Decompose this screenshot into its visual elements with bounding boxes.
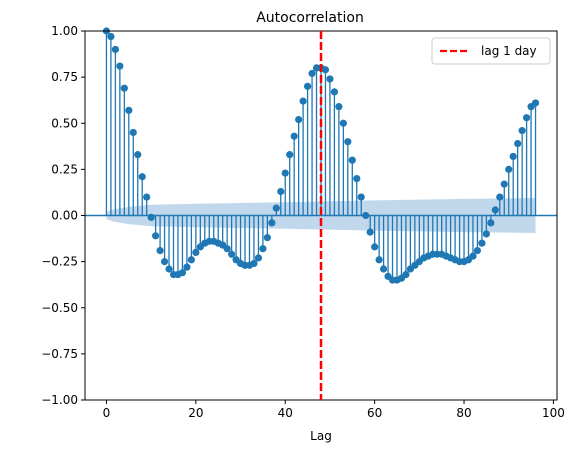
acf-point: [518, 127, 526, 135]
x-tick-label: 40: [278, 406, 293, 420]
acf-point: [286, 151, 294, 159]
acf-point: [160, 258, 169, 266]
acf-point: [505, 165, 513, 173]
acf-point: [165, 265, 173, 273]
stem-layer: [85, 27, 557, 284]
acf-point: [138, 173, 146, 181]
acf-point: [143, 193, 151, 201]
acf-point: [228, 250, 236, 258]
acf-point: [107, 32, 115, 41]
acf-point: [290, 132, 298, 140]
acf-point: [478, 239, 486, 247]
y-tick-label: 0.50: [51, 116, 78, 130]
acf-point: [152, 232, 160, 240]
acf-point: [187, 256, 195, 264]
acf-point: [308, 69, 316, 78]
y-tick-label: −1.00: [41, 393, 78, 407]
acf-point: [379, 265, 388, 273]
x-tick-label: 80: [456, 406, 471, 420]
acf-point: [496, 193, 504, 201]
y-tick-label: 1.00: [51, 24, 78, 38]
acf-point: [263, 234, 271, 242]
acf-point: [487, 219, 495, 227]
acf-point: [192, 248, 200, 256]
acf-point: [321, 66, 330, 74]
acf-point: [259, 245, 267, 253]
acf-point: [402, 270, 410, 279]
acf-point: [357, 193, 365, 201]
acf-point: [353, 175, 361, 183]
y-tick-label: −0.50: [41, 301, 78, 315]
acf-point: [281, 169, 289, 177]
acf-point: [250, 259, 258, 268]
legend: lag 1 day: [431, 37, 551, 65]
acf-point: [339, 119, 347, 127]
legend-label-lag-1-day: lag 1 day: [481, 44, 537, 58]
acf-point: [348, 156, 356, 164]
acf-point: [183, 263, 191, 271]
y-tick-label: 0.00: [51, 209, 78, 223]
acf-point: [277, 187, 285, 196]
acf-point: [375, 256, 383, 264]
x-tick-label: 20: [188, 406, 203, 420]
x-tick-label: 0: [103, 406, 111, 420]
acf-point: [147, 213, 155, 221]
acf-point: [223, 245, 231, 253]
acf-point: [254, 254, 263, 262]
acf-point: [299, 97, 307, 105]
y-tick-label: −0.75: [41, 347, 78, 361]
acf-point: [330, 88, 339, 96]
acf-point: [491, 206, 499, 214]
acf-point: [500, 180, 508, 188]
acf-point: [272, 204, 280, 212]
x-tick-label: 100: [542, 406, 565, 420]
acf-point: [473, 246, 482, 255]
acf-point: [134, 151, 142, 159]
acf-point: [125, 106, 133, 114]
acf-point: [523, 114, 531, 122]
acf-point: [129, 128, 137, 137]
acf-point: [371, 243, 379, 251]
x-axis-label: Lag: [310, 429, 332, 443]
acf-point: [344, 138, 352, 146]
y-tick-label: 0.25: [51, 162, 78, 176]
acf-point: [156, 246, 164, 255]
acf-point: [111, 45, 119, 54]
acf-point: [531, 99, 540, 107]
y-tick-label: −0.25: [41, 255, 78, 269]
x-tick-label: 60: [367, 406, 382, 420]
acf-point: [366, 228, 374, 236]
chart-title: Autocorrelation: [256, 10, 364, 26]
y-tick-label: 0.75: [51, 70, 78, 84]
acf-point: [469, 252, 477, 260]
legend-box: [431, 37, 551, 65]
acf-point: [514, 139, 522, 148]
acf-point: [295, 115, 303, 124]
acf-point: [303, 82, 312, 90]
acf-point: [120, 84, 128, 92]
acf-point: [116, 62, 124, 70]
acf-point: [335, 103, 343, 111]
acf-point: [509, 152, 517, 161]
acf-point: [178, 269, 187, 277]
acf-point: [326, 75, 334, 83]
acf-point: [482, 230, 490, 238]
acf-point: [362, 211, 370, 220]
acf-point: [268, 219, 276, 227]
